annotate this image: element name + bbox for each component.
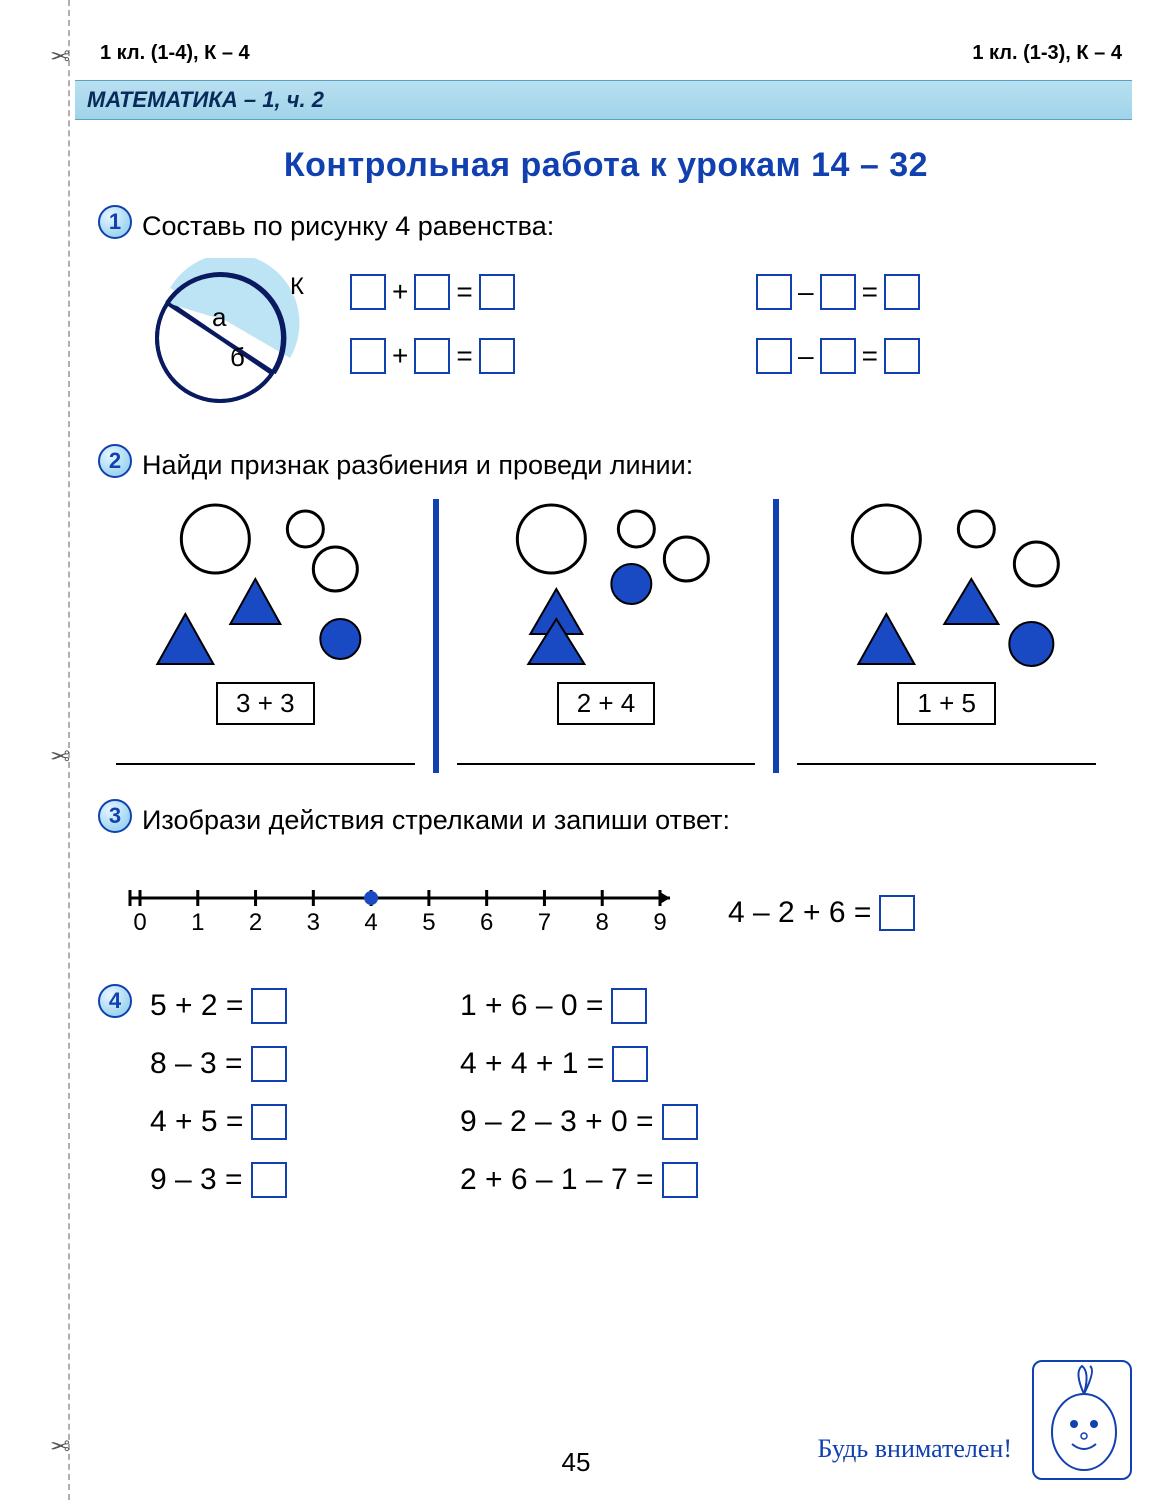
equation-text: 9 – 3 =	[150, 1163, 243, 1197]
panel-separator	[773, 499, 779, 773]
sum-box: 2 + 4	[557, 682, 656, 725]
sum-box: 1 + 5	[897, 682, 996, 725]
svg-text:3: 3	[307, 909, 320, 936]
numberline-equation: 4 – 2 + 6 =	[728, 895, 915, 931]
equation-text: 2 + 6 – 1 – 7 =	[460, 1163, 654, 1197]
answer-line[interactable]	[797, 763, 1096, 765]
number-line: 0 1 2 3 4 5 6 7 8 9	[120, 878, 680, 948]
answer-box[interactable]	[350, 338, 386, 374]
svg-text:9: 9	[653, 909, 666, 936]
equation-text: 5 + 2 =	[150, 989, 243, 1023]
svg-text:8: 8	[596, 909, 609, 936]
svg-text:7: 7	[538, 909, 551, 936]
svg-text:2: 2	[249, 909, 262, 936]
answer-box[interactable]	[612, 1046, 648, 1082]
answer-box[interactable]	[884, 338, 920, 374]
equation: 2 + 6 – 1 – 7 =	[460, 1162, 880, 1198]
answer-box[interactable]	[479, 338, 515, 374]
svg-text:4: 4	[364, 909, 377, 936]
answer-line[interactable]	[116, 763, 415, 765]
svg-text:0: 0	[133, 909, 146, 936]
equation: 9 – 3 =	[150, 1162, 410, 1198]
task-number: 3	[98, 799, 132, 833]
equation: – =	[756, 338, 1102, 374]
equation: 5 + 2 =	[150, 988, 410, 1024]
answer-box[interactable]	[820, 274, 856, 310]
equation: – =	[756, 274, 1102, 310]
scissors-icon: ✂	[50, 740, 70, 769]
answer-box[interactable]	[662, 1162, 698, 1198]
equation: 4 + 5 =	[150, 1104, 410, 1140]
equation-text: 4 + 4 + 1 =	[460, 1047, 604, 1081]
answer-box[interactable]	[662, 1104, 698, 1140]
answer-box[interactable]	[414, 274, 450, 310]
answer-box[interactable]	[756, 274, 792, 310]
page-number: 45	[0, 1447, 1152, 1478]
answer-box[interactable]	[479, 274, 515, 310]
circle-diagram: а б К	[140, 258, 320, 418]
page-title: Контрольная работа к урокам 14 – 32	[100, 146, 1112, 185]
sum-box: 3 + 3	[216, 682, 315, 725]
equation: 4 + 4 + 1 =	[460, 1046, 880, 1082]
subject-bar: МАТЕМАТИКА – 1, ч. 2	[75, 80, 1132, 120]
equation: + =	[350, 274, 696, 310]
scissors-icon: ✂	[50, 40, 70, 69]
shapes-svg	[787, 499, 1106, 669]
equation-text: 9 – 2 – 3 + 0 =	[460, 1105, 654, 1139]
task-number: 2	[98, 444, 132, 478]
panel-separator	[433, 499, 439, 773]
header-left: 1 кл. (1-4), К – 4	[100, 42, 250, 65]
answer-box[interactable]	[879, 895, 915, 931]
task-1: 1 Составь по рисунку 4 равенства: а б К	[100, 209, 1112, 418]
answer-box[interactable]	[251, 988, 287, 1024]
shapes-svg	[106, 499, 425, 669]
page-header: 1 кл. (1-4), К – 4 1 кл. (1-3), К – 4	[100, 42, 1122, 65]
task-4: 4 5 + 2 = 1 + 6 – 0 = 8 – 3 = 4 + 4 + 1 …	[100, 988, 1112, 1198]
equation: 8 – 3 =	[150, 1046, 410, 1082]
equation: 1 + 6 – 0 =	[460, 988, 880, 1024]
label-b: б	[230, 342, 245, 372]
answer-box[interactable]	[350, 274, 386, 310]
equation-text: 8 – 3 =	[150, 1047, 243, 1081]
task-number: 4	[98, 984, 132, 1018]
svg-text:1: 1	[191, 909, 204, 936]
answer-line[interactable]	[457, 763, 756, 765]
equation-grid: + = – = + = – =	[320, 258, 1112, 374]
answer-box[interactable]	[820, 338, 856, 374]
equations-grid: 5 + 2 = 1 + 6 – 0 = 8 – 3 = 4 + 4 + 1 = …	[150, 988, 1112, 1198]
svg-text:5: 5	[422, 909, 435, 936]
equation: + =	[350, 338, 696, 374]
answer-box[interactable]	[756, 338, 792, 374]
subject-label: МАТЕМАТИКА – 1, ч. 2	[87, 87, 324, 113]
svg-text:6: 6	[480, 909, 493, 936]
label-a: а	[212, 302, 227, 332]
task-3: 3 Изобрази действия стрелками и запиши о…	[100, 803, 1112, 948]
task-text: Составь по рисунку 4 равенства:	[142, 209, 1112, 244]
task-text: Найди признак разбиения и проведи линии:	[142, 448, 1112, 483]
task-text: Изобрази действия стрелками и запиши отв…	[142, 803, 1112, 838]
label-k: К	[290, 273, 304, 300]
equation-text: 4 + 5 =	[150, 1105, 243, 1139]
answer-box[interactable]	[251, 1046, 287, 1082]
shapes-svg	[447, 499, 766, 669]
task-2: 2 Найди признак разбиения и проведи лини…	[100, 448, 1112, 773]
answer-box[interactable]	[251, 1162, 287, 1198]
equation-text: 4 – 2 + 6 =	[728, 896, 871, 930]
equation-text: 1 + 6 – 0 =	[460, 989, 603, 1023]
panel: 1 + 5	[781, 499, 1112, 773]
equation: 9 – 2 – 3 + 0 =	[460, 1104, 880, 1140]
answer-box[interactable]	[884, 274, 920, 310]
panel: 2 + 4	[441, 499, 772, 773]
panel: 3 + 3	[100, 499, 431, 773]
header-right: 1 кл. (1-3), К – 4	[972, 42, 1122, 65]
answer-box[interactable]	[414, 338, 450, 374]
task-number: 1	[98, 205, 132, 239]
answer-box[interactable]	[251, 1104, 287, 1140]
answer-box[interactable]	[611, 988, 647, 1024]
